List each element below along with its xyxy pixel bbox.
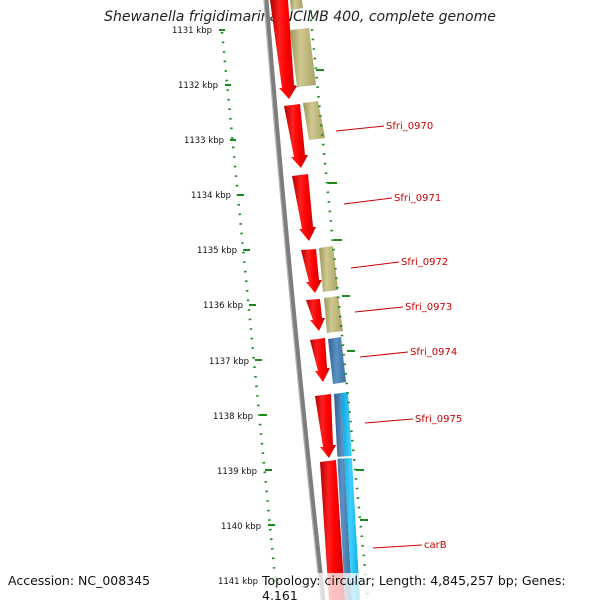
genome-summary-text: Topology: circular; Length: 4,845,257 bp… bbox=[262, 573, 600, 600]
tick-label-1136: 1136 kbp bbox=[203, 301, 243, 311]
reverse-cds bbox=[290, 28, 316, 87]
tick-label-1131: 1131 kbp bbox=[172, 26, 212, 36]
gene-label-carb[interactable]: carB bbox=[424, 540, 447, 551]
gc-content-dots-right bbox=[308, 9, 370, 600]
reverse-cds-track bbox=[290, 0, 343, 333]
tick-label-1141: 1141 kbp bbox=[218, 577, 258, 587]
reverse-cds bbox=[290, 0, 303, 10]
forward-cds-track bbox=[270, 0, 345, 600]
forward-cds bbox=[306, 299, 325, 331]
accession-text: Accession: NC_008345 bbox=[8, 573, 151, 588]
tick-label-1140: 1140 kbp bbox=[221, 522, 261, 532]
gene-label-sfri-0970[interactable]: Sfri_0970 bbox=[386, 121, 433, 132]
forward-cds bbox=[301, 249, 322, 293]
cyan-feature bbox=[341, 392, 360, 600]
tick-label-1137: 1137 kbp bbox=[209, 357, 249, 367]
gene-label-sfri-0974[interactable]: Sfri_0974 bbox=[410, 347, 457, 358]
forward-cds bbox=[310, 338, 330, 382]
label-leaders bbox=[335, 125, 423, 549]
scale-ticks: 1131 kbp 1132 kbp 1133 kbp 1134 kbp 1135… bbox=[172, 26, 279, 587]
backbone-arc bbox=[263, 0, 326, 600]
tick-label-1138: 1138 kbp bbox=[213, 412, 253, 422]
reverse-cds bbox=[324, 296, 343, 333]
tick-label-1132: 1132 kbp bbox=[178, 81, 218, 91]
blue-feature bbox=[328, 337, 346, 384]
gene-label-sfri-0971[interactable]: Sfri_0971 bbox=[394, 193, 441, 204]
forward-cds bbox=[270, 0, 297, 99]
tick-label-1135: 1135 kbp bbox=[197, 246, 237, 256]
reverse-cds bbox=[319, 246, 338, 292]
other-features-track bbox=[328, 337, 360, 600]
tick-label-1134: 1134 kbp bbox=[191, 191, 231, 201]
reverse-cds bbox=[303, 101, 325, 140]
gene-label-sfri-0975[interactable]: Sfri_0975 bbox=[415, 414, 462, 425]
map-title: Shewanella frigidimarina NCIMB 400, comp… bbox=[104, 9, 496, 25]
forward-cds bbox=[315, 394, 336, 458]
forward-cds bbox=[284, 104, 308, 168]
gene-labels: Sfri_0970 Sfri_0971 Sfri_0972 Sfri_0973 … bbox=[386, 121, 462, 551]
forward-cds bbox=[320, 460, 345, 600]
gene-label-sfri-0972[interactable]: Sfri_0972 bbox=[401, 257, 448, 268]
tick-label-1133: 1133 kbp bbox=[184, 136, 224, 146]
tick-label-1139: 1139 kbp bbox=[217, 467, 257, 477]
gc-content-dots-left bbox=[220, 31, 279, 599]
blue-feature bbox=[334, 393, 352, 600]
forward-cds bbox=[292, 174, 316, 241]
gene-label-sfri-0973[interactable]: Sfri_0973 bbox=[405, 302, 452, 313]
